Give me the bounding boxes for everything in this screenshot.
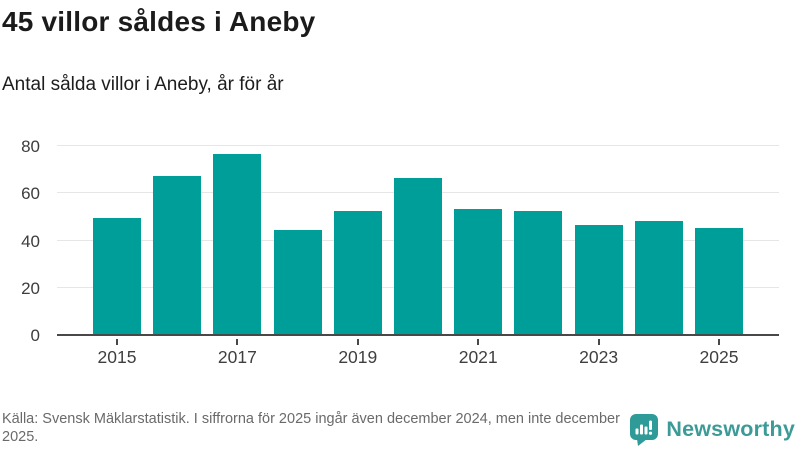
bar-2022: [514, 211, 563, 334]
newsworthy-logo[interactable]: Newsworthy: [629, 413, 795, 446]
bar-2016: [153, 175, 202, 334]
gridline-80: [57, 145, 779, 146]
bar-2015: [93, 218, 141, 334]
bar-2025: [695, 227, 743, 334]
bar-2019: [333, 211, 382, 334]
x-axis: 2015 2017 2019 2021 2023 2025: [57, 339, 779, 373]
x-tick-label-2015: 2015: [97, 347, 137, 367]
y-tick-label-60: 60: [21, 184, 40, 204]
x-tick-2021: [477, 339, 480, 345]
y-tick-label-0: 0: [30, 326, 40, 345]
newsworthy-logo-icon: [630, 414, 659, 446]
y-tick-label-80: 80: [21, 137, 40, 156]
x-tick-label-2021: 2021: [458, 347, 498, 367]
y-tick-label-20: 20: [21, 278, 40, 298]
source-note: Källa: Svensk Mäklarstatistik. I siffror…: [2, 411, 620, 445]
x-tick-label-2023: 2023: [579, 347, 619, 367]
bar-2017: [213, 154, 262, 334]
x-tick-label-2025: 2025: [699, 347, 739, 367]
chart-plot: [57, 145, 779, 336]
x-tick-label-2019: 2019: [338, 347, 378, 367]
bar-2021: [454, 208, 503, 334]
bar-2023: [574, 225, 623, 334]
brand-name: Newsworthy: [666, 417, 795, 441]
x-tick-2023: [597, 339, 600, 345]
page-title: 45 villor såldes i Aneby: [2, 6, 316, 37]
x-tick-2019: [356, 339, 359, 345]
bar-2020: [394, 178, 442, 334]
x-tick-label-2017: 2017: [217, 347, 257, 367]
y-axis: 0 20 40 60 80: [0, 137, 48, 345]
y-tick-label-40: 40: [21, 231, 40, 251]
x-tick-2017: [236, 339, 239, 345]
chart-subtitle: Antal sålda villor i Aneby, år för år: [2, 74, 284, 95]
x-tick-2015: [116, 339, 118, 345]
bar-2024: [634, 220, 683, 334]
x-tick-2025: [718, 339, 720, 345]
bar-2018: [273, 230, 322, 334]
